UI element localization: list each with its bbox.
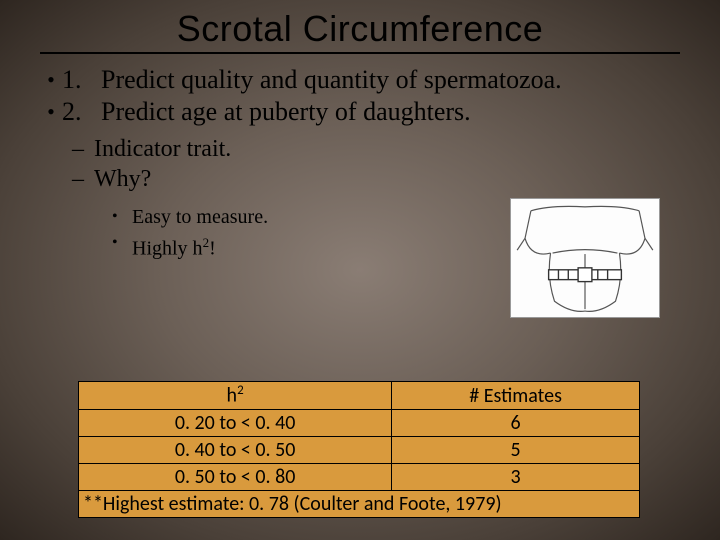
table-cell: 3 (392, 464, 640, 491)
sub-1-text: Indicator trait. (94, 134, 231, 164)
bullet-1-body: Predict quality and quantity of spermato… (101, 65, 562, 94)
scrotal-diagram-image (510, 198, 660, 318)
slide-title: Scrotal Circumference (0, 8, 720, 50)
table-cell: 0. 50 to < 0. 80 (79, 464, 392, 491)
table-cell: 6 (392, 410, 640, 437)
subsub-2-pre: Highly h (132, 238, 203, 260)
bullet-1: • 1. Predict quality and quantity of spe… (40, 64, 680, 96)
table: h2 # Estimates 0. 20 to < 0. 40 6 0. 40 … (78, 381, 640, 518)
subsub-2-post: ! (209, 238, 216, 260)
table-row: 0. 20 to < 0. 40 6 (79, 410, 640, 437)
bullet-dot-icon: • (112, 204, 132, 230)
th1-sup: 2 (237, 383, 244, 398)
heritability-table: h2 # Estimates 0. 20 to < 0. 40 6 0. 40 … (78, 381, 640, 518)
bullet-2-num: 2. (62, 97, 82, 126)
table-header-h2: h2 (79, 382, 392, 410)
bullet-1-text: 1. Predict quality and quantity of sperm… (62, 64, 562, 96)
table-cell: 0. 40 to < 0. 50 (79, 437, 392, 464)
sub-2-text: Why? (94, 164, 151, 194)
sub-2: – Why? (40, 164, 680, 194)
subsub-2-text: Highly h2! (132, 230, 216, 262)
table-cell: 0. 20 to < 0. 40 (79, 410, 392, 437)
table-footnote: **Highest estimate: 0. 78 (Coulter and F… (79, 491, 640, 518)
bullet-1-num: 1. (62, 65, 82, 94)
bullet-2: • 2. Predict age at puberty of daughters… (40, 96, 680, 128)
table-row: 0. 40 to < 0. 50 5 (79, 437, 640, 464)
title-underline (40, 52, 680, 54)
table-header-estimates: # Estimates (392, 382, 640, 410)
bullet-2-body: Predict age at puberty of daughters. (101, 97, 471, 126)
table-footnote-row: **Highest estimate: 0. 78 (Coulter and F… (79, 491, 640, 518)
subsub-1-text: Easy to measure. (132, 204, 268, 230)
th1-pre: h (227, 384, 238, 408)
slide: Scrotal Circumference • 1. Predict quali… (0, 0, 720, 540)
table-row: 0. 50 to < 0. 80 3 (79, 464, 640, 491)
dash-icon: – (72, 164, 94, 194)
table-cell: 5 (392, 437, 640, 464)
bullet-dot-icon: • (112, 230, 132, 256)
dash-icon: – (72, 134, 94, 164)
bullet-dot-icon: • (40, 64, 62, 96)
bullet-2-text: 2. Predict age at puberty of daughters. (62, 96, 471, 128)
table-header-row: h2 # Estimates (79, 382, 640, 410)
sub-1: – Indicator trait. (40, 134, 680, 164)
bullet-dot-icon: • (40, 96, 62, 128)
